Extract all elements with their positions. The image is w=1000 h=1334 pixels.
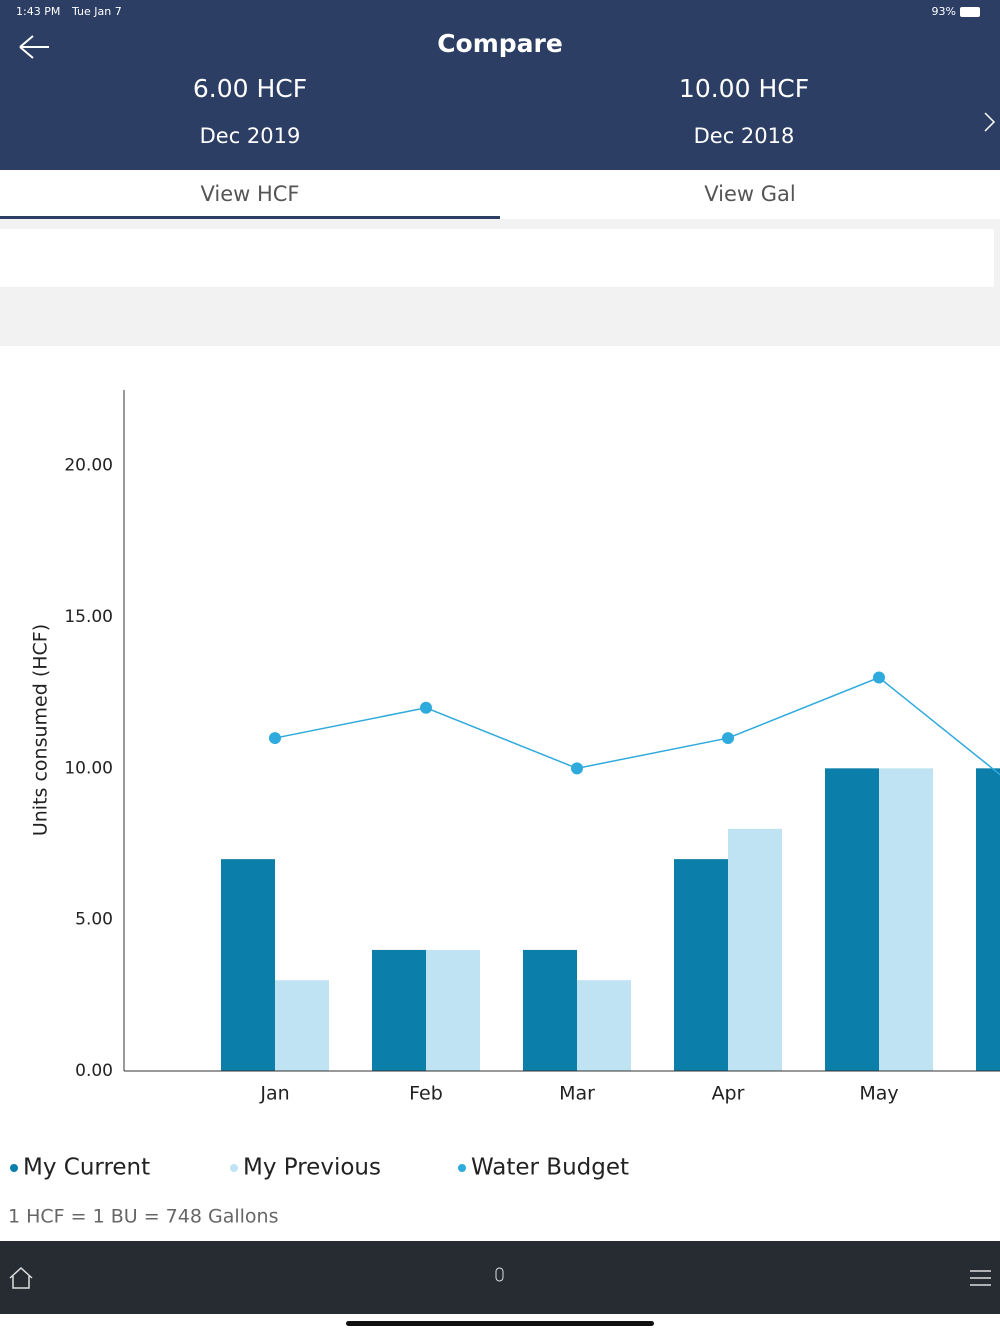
bar bbox=[275, 980, 329, 1071]
mic-button[interactable] bbox=[495, 1267, 504, 1282]
bar bbox=[221, 859, 275, 1071]
home-indicator bbox=[346, 1321, 654, 1326]
home-button[interactable] bbox=[9, 1266, 33, 1289]
legend-label: My Current bbox=[23, 1155, 150, 1181]
x-tick-label: Feb bbox=[409, 1083, 443, 1105]
budget-point bbox=[873, 671, 885, 684]
menu-button[interactable] bbox=[970, 1270, 991, 1286]
page-title: Compare bbox=[437, 29, 563, 58]
legend-dot bbox=[10, 1164, 18, 1172]
tab-hcf[interactable]: View HCF bbox=[200, 182, 299, 206]
bar bbox=[577, 980, 631, 1071]
next-button[interactable] bbox=[984, 112, 996, 132]
legend-dot bbox=[458, 1164, 466, 1172]
legend-label: Water Budget bbox=[471, 1155, 629, 1181]
legend-label: My Previous bbox=[243, 1155, 381, 1181]
current-amount: 6.00 HCF bbox=[193, 74, 307, 103]
x-tick-label: Mar bbox=[559, 1083, 595, 1105]
x-tick-label: May bbox=[859, 1083, 898, 1105]
bar bbox=[879, 768, 933, 1071]
y-tick-label: 0.00 bbox=[75, 1061, 113, 1081]
spacer bbox=[0, 219, 1000, 229]
previous-period: Dec 2018 bbox=[694, 124, 795, 148]
budget-point bbox=[571, 762, 583, 775]
x-tick-label: Apr bbox=[712, 1083, 745, 1105]
budget-line bbox=[274, 676, 1000, 776]
y-tick-label: 5.00 bbox=[75, 910, 113, 930]
bar bbox=[825, 768, 879, 1071]
tab-bar bbox=[0, 1241, 1000, 1314]
battery-icon bbox=[960, 7, 980, 17]
bar bbox=[728, 828, 782, 1071]
tab-indicator bbox=[0, 216, 500, 219]
status-battery: 93% bbox=[932, 5, 956, 18]
y-tick-label: 20.00 bbox=[64, 456, 113, 476]
bar bbox=[976, 768, 1000, 1071]
x-tick-label: Jan bbox=[259, 1083, 289, 1105]
back-button[interactable] bbox=[19, 35, 49, 59]
y-axis-label: Units consumed (HCF) bbox=[30, 624, 52, 836]
previous-amount: 10.00 HCF bbox=[679, 74, 809, 103]
budget-point bbox=[420, 701, 432, 714]
bar bbox=[426, 949, 480, 1071]
header-bg bbox=[0, 0, 1000, 170]
budget-point bbox=[269, 732, 281, 745]
spacer bbox=[994, 219, 1000, 287]
y-tick-label: 15.00 bbox=[64, 607, 113, 627]
note: 1 HCF = 1 BU = 748 Gallons bbox=[8, 1206, 278, 1228]
spacer bbox=[0, 287, 1000, 346]
status-date: Tue Jan 7 bbox=[71, 5, 122, 18]
legend-dot bbox=[230, 1164, 238, 1172]
tab-gal[interactable]: View Gal bbox=[704, 182, 796, 206]
bar bbox=[523, 949, 577, 1071]
chart: 0.00 5.00 10.00 15.00 20.00 Units consumed (H… bbox=[10, 390, 1000, 1181]
bar bbox=[372, 949, 426, 1071]
y-tick-label: 10.00 bbox=[64, 758, 113, 778]
current-period: Dec 2019 bbox=[200, 124, 301, 148]
budget-point bbox=[722, 732, 734, 745]
bar bbox=[674, 859, 728, 1071]
status-time: 1:43 PM bbox=[16, 5, 60, 18]
